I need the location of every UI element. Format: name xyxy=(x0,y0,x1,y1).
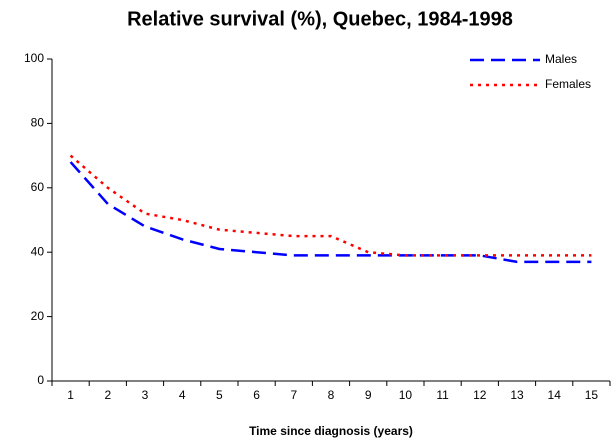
legend-label: Females xyxy=(545,77,591,91)
y-tick-label: 80 xyxy=(31,116,45,130)
x-axis-label: Time since diagnosis (years) xyxy=(249,424,413,438)
x-tick-label: 14 xyxy=(548,388,562,402)
x-tick-label: 15 xyxy=(585,388,599,402)
y-tick-label: 100 xyxy=(24,51,44,65)
legend-label: Males xyxy=(545,52,577,66)
y-tick-label: 40 xyxy=(31,244,45,258)
x-tick-label: 9 xyxy=(365,388,372,402)
x-tick-label: 13 xyxy=(510,388,524,402)
x-tick-label: 2 xyxy=(104,388,111,402)
x-tick-label: 4 xyxy=(179,388,186,402)
x-tick-label: 6 xyxy=(253,388,260,402)
line-series xyxy=(69,161,592,264)
x-tick-label: 3 xyxy=(142,388,149,402)
y-tick-label: 20 xyxy=(31,309,45,323)
x-tick-label: 1 xyxy=(67,388,74,402)
x-tick-label: 10 xyxy=(399,388,413,402)
chart-title: Relative survival (%), Quebec, 1984-1998 xyxy=(127,8,513,30)
y-tick-label: 60 xyxy=(31,180,45,194)
line-series xyxy=(69,154,592,257)
x-tick-label: 7 xyxy=(290,388,297,402)
x-tick-label: 5 xyxy=(216,388,223,402)
x-tick-label: 8 xyxy=(328,388,335,402)
x-tick-label: 11 xyxy=(436,388,449,402)
y-tick-label: 0 xyxy=(37,373,44,387)
x-tick-label: 12 xyxy=(473,388,487,402)
